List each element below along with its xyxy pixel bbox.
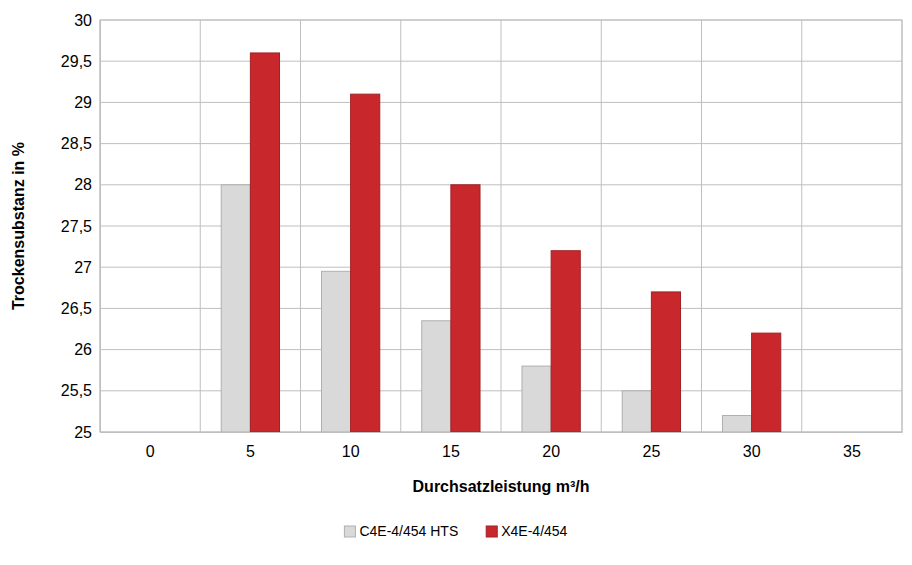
- bar: [250, 53, 279, 432]
- y-tick: 28,5: [61, 135, 100, 152]
- grid-line-x: [902, 20, 903, 432]
- bar: [752, 333, 781, 432]
- y-axis-line: [100, 21, 101, 433]
- grid-line-x: [501, 20, 502, 432]
- y-tick-label: 29,5: [61, 53, 92, 70]
- y-tick-label: 30: [74, 12, 92, 29]
- y-tick: 29,5: [61, 53, 100, 70]
- y-tick: 26: [74, 341, 100, 358]
- x-tick-label: 15: [442, 443, 460, 460]
- x-tick-label: 10: [342, 443, 360, 460]
- x-tick: 5: [246, 432, 255, 460]
- y-tick-label: 25: [74, 424, 92, 441]
- y-tick-label: 28,5: [61, 135, 92, 152]
- y-tick: 27: [74, 259, 100, 276]
- y-tick: 28: [74, 176, 100, 193]
- legend-label: C4E-4/454 HTS: [359, 523, 458, 539]
- y-tick: 29: [74, 94, 100, 111]
- bar: [651, 292, 680, 432]
- grid-line-x: [100, 20, 101, 432]
- y-tick-label: 26: [74, 341, 92, 358]
- x-tick-label: 35: [843, 443, 861, 460]
- y-tick-label: 25,5: [61, 382, 92, 399]
- y-tick-label: 27,5: [61, 218, 92, 235]
- x-axis: 0 5 10 15 20 25 30 35: [101, 432, 903, 460]
- y-axis-title: Trockensubstanz in %: [10, 142, 27, 310]
- chart: 0 5 10 15 20 25 30 35 25 25,5 26 26,5 27 27,5 28 28,5 29…: [0, 0, 912, 565]
- bar: [451, 185, 480, 432]
- y-tick-label: 29: [74, 94, 92, 111]
- x-tick: 35: [843, 432, 861, 460]
- x-tick: 30: [743, 432, 761, 460]
- x-tick-label: 20: [542, 443, 560, 460]
- x-tick: 25: [642, 432, 660, 460]
- grid-line-x: [601, 20, 602, 432]
- y-tick-label: 26,5: [61, 300, 92, 317]
- x-tick: 15: [442, 432, 460, 460]
- grid-line-x: [400, 20, 401, 432]
- x-tick-label: 5: [246, 443, 255, 460]
- x-tick: 20: [542, 432, 560, 460]
- legend-swatch: [344, 526, 355, 537]
- y-tick: 26,5: [61, 300, 100, 317]
- x-tick-label: 25: [642, 443, 660, 460]
- bar: [522, 366, 551, 432]
- legend-swatch: [486, 526, 497, 537]
- legend-item: C4E-4/454 HTS: [344, 523, 458, 539]
- bar: [622, 391, 651, 432]
- y-tick: 25: [74, 424, 100, 441]
- plot-frame: [100, 20, 902, 432]
- bar: [321, 271, 350, 432]
- bar: [221, 185, 250, 432]
- grid-line-x: [801, 20, 802, 432]
- legend-item: X4E-4/454: [486, 523, 567, 539]
- x-axis-line: [101, 432, 903, 433]
- bar: [551, 251, 580, 432]
- y-tick: 25,5: [61, 382, 100, 399]
- legend-label: X4E-4/454: [501, 523, 567, 539]
- bar: [722, 416, 751, 432]
- y-tick-label: 27: [74, 259, 92, 276]
- bar: [422, 321, 451, 432]
- bar: [351, 94, 380, 432]
- x-tick-label: 0: [146, 443, 155, 460]
- x-tick: 10: [342, 432, 360, 460]
- grid-line-x: [200, 20, 201, 432]
- x-tick: 0: [146, 432, 155, 460]
- x-tick-label: 30: [743, 443, 761, 460]
- y-axis: 25 25,5 26 26,5 27 27,5 28 28,5 29 29,5 30: [61, 12, 101, 441]
- grid: [100, 20, 902, 432]
- legend: C4E-4/454 HTS X4E-4/454: [344, 523, 567, 539]
- x-axis-title: Durchsatzleistung m³/h: [413, 478, 590, 495]
- y-tick: 30: [74, 12, 100, 29]
- grid-line-x: [701, 20, 702, 432]
- grid-line-x: [300, 20, 301, 432]
- y-tick: 27,5: [61, 218, 100, 235]
- bars: [221, 53, 781, 432]
- y-tick-label: 28: [74, 176, 92, 193]
